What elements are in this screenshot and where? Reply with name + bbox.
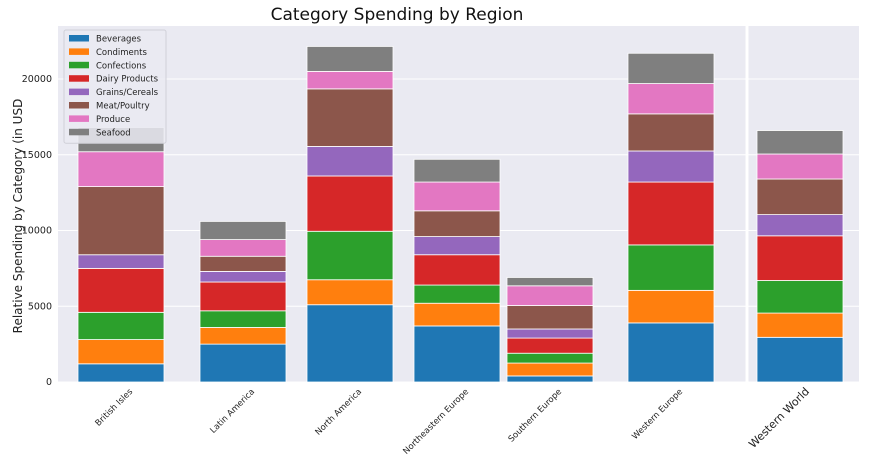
x-tick-label: Northeastern Europe — [401, 387, 471, 457]
x-tick-labels: British Isles Latin America North America N… — [94, 385, 813, 457]
bar-segment — [199, 327, 287, 345]
y-tick-label: 0 — [46, 377, 52, 388]
bar-segment — [627, 113, 715, 152]
legend-label: Produce — [96, 115, 130, 125]
bar-segment — [506, 305, 594, 330]
bar-segment — [627, 52, 715, 84]
bar-segment — [413, 210, 501, 237]
bar-segment — [306, 175, 394, 232]
bar-segment — [77, 254, 165, 269]
y-tick-label: 20000 — [22, 74, 52, 85]
bar-segment — [756, 130, 844, 155]
bar-segment — [199, 310, 287, 328]
chart-title: Category Spending by Region — [271, 5, 524, 25]
bar-segment — [413, 325, 501, 383]
bar-segment — [756, 178, 844, 216]
bar-segment — [506, 285, 594, 306]
bar-segment — [756, 336, 844, 383]
y-tick-labels: 0 5000 10000 15000 20000 — [22, 74, 52, 388]
legend-swatch — [69, 128, 89, 136]
bar-segment — [627, 244, 715, 291]
y-tick-label: 10000 — [22, 226, 52, 237]
bar-segment — [756, 280, 844, 314]
bar-segment — [413, 284, 501, 304]
bar-segment — [506, 375, 594, 383]
x-tick-label: Latin America — [208, 387, 257, 436]
bar-segment — [77, 311, 165, 340]
bar-segment — [306, 88, 394, 147]
bar-segment — [506, 362, 594, 377]
legend-box — [63, 29, 167, 144]
bar-segment — [306, 279, 394, 306]
legend-swatch — [69, 88, 89, 96]
bar-segment — [506, 337, 594, 354]
bar-segment — [413, 254, 501, 286]
bar-segment — [506, 352, 594, 364]
legend: Beverages Condiments Confections Dairy Prod… — [63, 29, 167, 144]
y-tick-label: 15000 — [22, 150, 52, 161]
bar-segment — [306, 146, 394, 177]
bar-segment — [77, 151, 165, 187]
x-tick-label: British Isles — [94, 387, 136, 429]
x-tick-label: Western World — [746, 385, 812, 451]
legend-label: Beverages — [96, 35, 142, 45]
y-tick-label: 5000 — [28, 301, 52, 312]
bar-segment — [627, 150, 715, 183]
legend-label: Meat/Poultry — [96, 102, 150, 112]
legend-label: Dairy Products — [96, 75, 159, 85]
legend-label: Grains/Cereals — [96, 88, 159, 98]
bar-segment — [627, 181, 715, 246]
bar-segment — [506, 277, 594, 287]
bar-segment — [77, 339, 165, 365]
legend-label: Confections — [96, 61, 147, 71]
bar-segment — [506, 328, 594, 339]
legend-swatch — [69, 115, 89, 122]
legend-swatch — [69, 102, 89, 109]
bar-segment — [306, 230, 394, 281]
bar-segment — [306, 46, 394, 72]
bar-segment — [756, 214, 844, 237]
bar-segment — [413, 236, 501, 256]
x-tick-label: Western Europe — [630, 387, 685, 442]
bars — [77, 46, 844, 383]
bar-segment — [413, 302, 501, 327]
legend-swatch — [69, 75, 89, 82]
bar-segment — [77, 363, 165, 383]
bar-segment — [756, 312, 844, 338]
bar-segment — [306, 304, 394, 383]
bar-segment — [199, 239, 287, 257]
bar-segment — [413, 181, 501, 212]
x-tick-label: Southern Europe — [507, 387, 564, 444]
legend-label: Seafood — [96, 128, 131, 138]
bar-segment — [199, 271, 287, 283]
bar-segment — [413, 158, 501, 183]
legend-label: Condiments — [96, 48, 148, 58]
bar-segment — [627, 83, 715, 115]
bar-segment — [77, 186, 165, 256]
bar-segment — [627, 289, 715, 324]
bar-segment — [199, 343, 287, 383]
bar-segment — [199, 281, 287, 312]
bar-segment — [77, 267, 165, 313]
x-tick-label: North America — [314, 387, 365, 438]
bar-segment — [627, 322, 715, 383]
bar-segment — [199, 255, 287, 272]
bar-segment — [199, 221, 287, 241]
y-axis-label: Relative Spending by Category (in USD — [11, 99, 25, 334]
bar-segment — [756, 235, 844, 281]
bar-segment — [306, 71, 394, 90]
legend-swatch — [69, 48, 89, 55]
legend-swatch — [69, 61, 89, 69]
legend-swatch — [69, 35, 89, 42]
bar-segment — [756, 153, 844, 180]
